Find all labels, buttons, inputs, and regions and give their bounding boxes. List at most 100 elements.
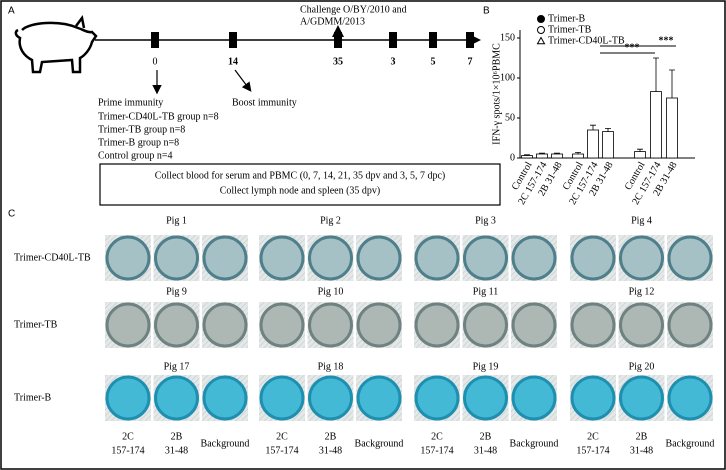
- pig-label: Pig 9: [166, 286, 187, 297]
- column-label: 2C: [431, 431, 443, 442]
- row-label: Trimer-B: [14, 392, 52, 403]
- well: [356, 235, 402, 281]
- well: [308, 235, 353, 281]
- prime-text: Prime immunity: [98, 97, 163, 108]
- pig-label: Pig 2: [320, 215, 341, 226]
- column-label: 157-174: [111, 445, 144, 456]
- time-tick: [389, 32, 397, 48]
- time-tick: [229, 32, 237, 48]
- error-bar: [524, 154, 530, 156]
- y-tick-label: 50: [505, 112, 515, 123]
- y-tick-label: 0: [510, 152, 515, 163]
- column-label: 2C: [587, 431, 599, 442]
- error-bar: [637, 148, 643, 152]
- well: [570, 375, 616, 421]
- legend-label: Trimer-CD40L-TB: [548, 35, 625, 46]
- time-tick: [151, 32, 159, 48]
- well: [570, 235, 616, 281]
- column-label: 31-48: [474, 445, 497, 456]
- y-tick-label: 150: [500, 32, 515, 43]
- pig-label: Pig 4: [631, 215, 652, 226]
- well: [414, 375, 460, 421]
- row-label: Trimer-TB: [14, 319, 58, 330]
- timepoint-label: 0: [153, 56, 158, 67]
- sig-star: ***: [659, 35, 674, 46]
- well: [105, 302, 151, 348]
- bar: [587, 129, 599, 159]
- well: [511, 302, 557, 348]
- well: [259, 302, 305, 348]
- boost-arrow: [234, 69, 252, 92]
- well: [463, 235, 508, 281]
- panel-label: A: [8, 6, 15, 17]
- well: [202, 375, 248, 421]
- legend-marker: [536, 36, 546, 45]
- bar: [521, 155, 533, 159]
- legend-marker: [537, 15, 545, 23]
- panel-label: C: [8, 209, 15, 220]
- well: [619, 235, 664, 281]
- timepoint-label: 3: [391, 56, 396, 67]
- well: [667, 235, 713, 281]
- well: [259, 375, 305, 421]
- group-text: Trimer-TB group n=8: [98, 124, 185, 135]
- column-label: 157-174: [265, 445, 298, 456]
- pig-label: Pig 10: [318, 286, 344, 297]
- error-bar: [669, 69, 675, 98]
- well: [356, 375, 402, 421]
- bar: [602, 131, 614, 159]
- well: [619, 302, 664, 348]
- well: [308, 302, 353, 348]
- bar: [634, 151, 646, 159]
- error-bar: [653, 57, 659, 92]
- timepoint-label: 14: [228, 56, 238, 67]
- well: [105, 375, 151, 421]
- panel-label: B: [483, 6, 490, 17]
- column-label: Background: [201, 438, 250, 449]
- boost-text: Boost immunity: [232, 97, 297, 108]
- well: [308, 375, 353, 421]
- collect-text: Collect lymph node and spleen (35 dpv): [220, 185, 381, 196]
- group-text: Control group n=4: [98, 150, 173, 161]
- y-tick-label: 100: [500, 72, 515, 83]
- column-label: 2B: [480, 431, 492, 442]
- well: [259, 235, 305, 281]
- time-tick: [466, 32, 474, 48]
- well: [154, 302, 199, 348]
- time-tick: [334, 32, 342, 48]
- pig-label: Pig 18: [318, 361, 344, 372]
- column-label: 2C: [276, 431, 288, 442]
- well: [105, 235, 151, 281]
- well: [154, 235, 199, 281]
- bar: [666, 97, 678, 159]
- pig-label: Pig 1: [166, 215, 187, 226]
- column-label: Background: [510, 438, 559, 449]
- well: [570, 302, 616, 348]
- collect-text: Collect blood for serum and PBMC (0, 7, …: [155, 170, 446, 181]
- pig-label: Pig 17: [164, 361, 190, 372]
- pig-icon: [14, 15, 98, 74]
- bar: [572, 153, 584, 159]
- timepoint-label: 5: [431, 56, 436, 67]
- bar: [650, 91, 662, 159]
- error-bar: [539, 152, 545, 154]
- well: [667, 375, 713, 421]
- bar: [536, 153, 548, 159]
- well: [667, 302, 713, 348]
- well: [619, 375, 664, 421]
- column-label: 157-174: [576, 445, 609, 456]
- timepoint-label: 7: [468, 56, 473, 67]
- well: [511, 375, 557, 421]
- legend-label: Trimer-TB: [548, 24, 592, 35]
- column-label: 2B: [325, 431, 337, 442]
- pig-label: Pig 3: [475, 215, 496, 226]
- column-label: 31-48: [630, 445, 653, 456]
- sig-star: ***: [625, 42, 640, 53]
- column-label: 2C: [122, 431, 134, 442]
- challenge-text: Challenge O/BY/2010 and: [300, 4, 407, 15]
- bar: [551, 153, 563, 159]
- well: [154, 375, 199, 421]
- column-label: 31-48: [165, 445, 188, 456]
